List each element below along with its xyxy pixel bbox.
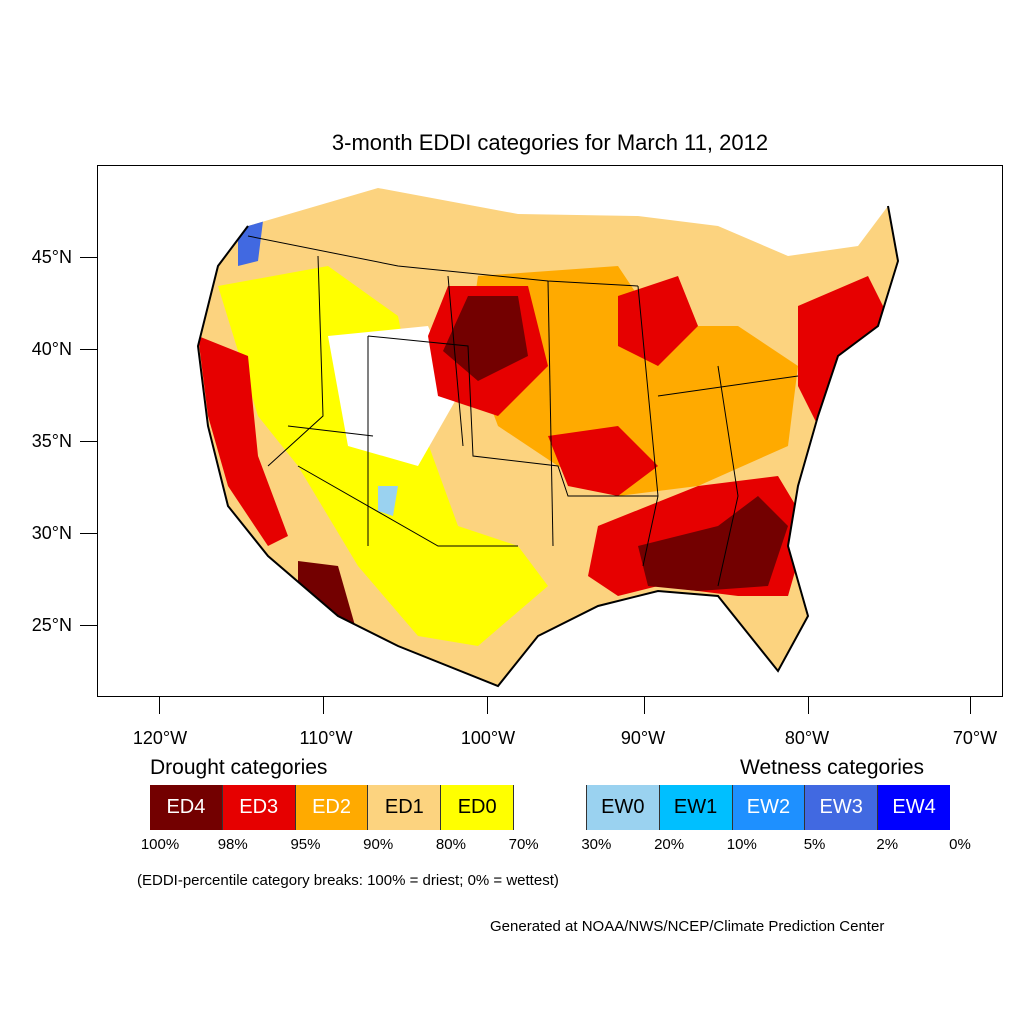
legend-swatch-ew3: EW3 <box>805 785 879 830</box>
lon-label-80: 80°W <box>784 728 830 748</box>
lon-label-110: 110°W <box>299 728 353 748</box>
credit-line: Generated at NOAA/NWS/NCEP/Climate Predi… <box>490 918 885 935</box>
legend-swatch-ed3: ED3 <box>222 785 296 830</box>
lat-label-25: 25°N <box>31 615 72 635</box>
legend-break-label: 10% <box>726 836 757 853</box>
map-panel <box>97 165 1003 697</box>
legend-swatch-normal <box>514 785 587 830</box>
lon-label-100: 100°W <box>460 728 516 748</box>
legend-break-label: 80% <box>435 836 466 853</box>
legend-swatch-ed2: ED2 <box>295 785 369 830</box>
legend-break-label: 70% <box>508 836 539 853</box>
wetness-heading: Wetness categories <box>740 756 925 779</box>
lon-tick <box>970 697 971 714</box>
legend-break-label: 90% <box>363 836 394 853</box>
legend-break-label: 5% <box>803 836 826 853</box>
legend-break-label: 20% <box>654 836 685 853</box>
legend-break-label: 0% <box>949 836 971 853</box>
state-borders <box>247 235 799 587</box>
lon-tick <box>323 697 324 714</box>
legend-break-label: 30% <box>581 836 612 853</box>
lon-tick <box>487 697 488 714</box>
map-title: 3-month EDDI categories for March 11, 20… <box>331 130 769 155</box>
legend-color-bar: ED4 ED3 ED2 ED1 ED0 EW0 EW1 EW2 EW3 EW4 <box>150 785 950 830</box>
legend-swatch-ew4: EW4 <box>878 785 950 830</box>
lon-tick <box>644 697 645 714</box>
legend-break-label: 98% <box>217 836 248 853</box>
lon-label-120: 120°W <box>132 728 188 748</box>
lon-tick <box>159 697 160 714</box>
legend-swatch-ew2: EW2 <box>732 785 806 830</box>
lat-tick <box>80 257 97 258</box>
lon-label-90: 90°W <box>620 728 666 748</box>
lon-label-70: 70°W <box>952 728 998 748</box>
lat-tick <box>80 441 97 442</box>
legend-break-label: 100% <box>140 836 180 853</box>
category-note: (EDDI-percentile category breaks: 100% =… <box>137 872 559 889</box>
lon-tick <box>808 697 809 714</box>
lat-label-40: 40°N <box>31 339 72 359</box>
lat-label-30: 30°N <box>31 523 72 543</box>
legend-break-label: 2% <box>876 836 899 853</box>
lat-label-35: 35°N <box>31 431 72 451</box>
legend-swatch-ed1: ED1 <box>368 785 442 830</box>
legend-swatch-ew1: EW1 <box>659 785 733 830</box>
category-fill-areas <box>198 188 898 686</box>
legend-swatch-ed0: ED0 <box>441 785 515 830</box>
legend-swatch-ed4: ED4 <box>150 785 223 830</box>
lat-tick <box>80 625 97 626</box>
lat-tick <box>80 349 97 350</box>
lat-label-45: 45°N <box>31 247 72 267</box>
eddi-map <box>196 188 900 688</box>
legend-break-label: 95% <box>290 836 321 853</box>
legend-swatch-ew0: EW0 <box>586 785 660 830</box>
lat-tick <box>80 533 97 534</box>
drought-heading: Drought categories <box>150 756 328 779</box>
coastlines <box>196 205 900 688</box>
